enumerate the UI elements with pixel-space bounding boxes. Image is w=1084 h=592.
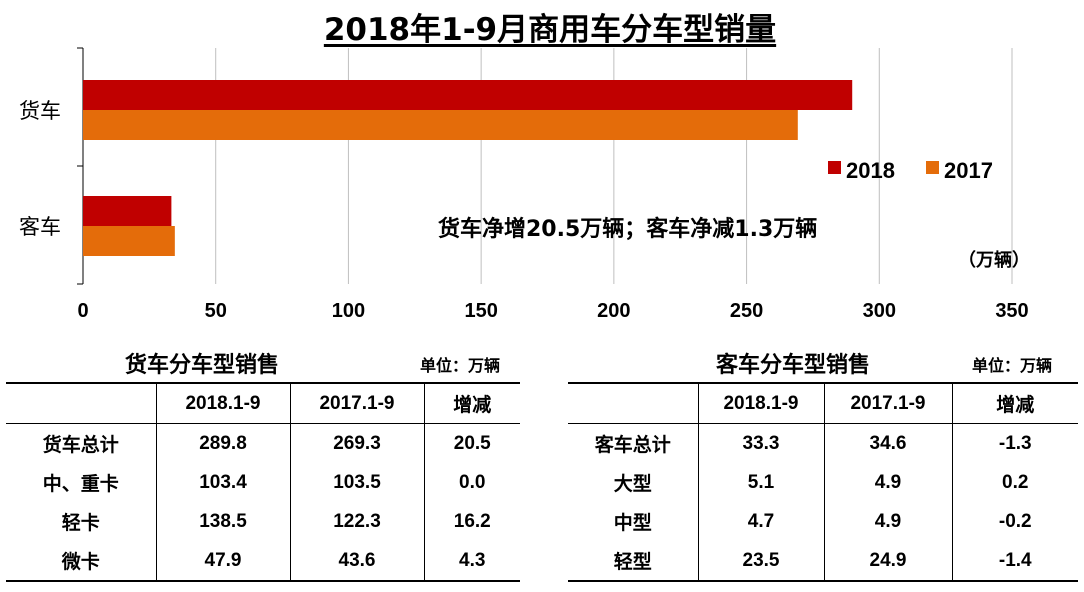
bus-table-row-label: 客车总计 bbox=[594, 434, 671, 456]
truck-table-cell: 4.3 bbox=[423, 541, 520, 582]
bus-table-row: 客车总计 33.3 34.6 -1.3 bbox=[568, 423, 1078, 463]
truck-table-row-label: 轻卡 bbox=[61, 512, 100, 534]
bus-table-cell: 23.5 bbox=[697, 541, 824, 582]
x-tick-label: 50 bbox=[205, 300, 227, 322]
bus-table-row: 中型 4.7 4.9 -0.2 bbox=[568, 502, 1078, 541]
chart-annotation: 货车净增20.5万辆；客车净减1.3万辆 bbox=[438, 216, 817, 242]
truck-table-cell: 138.5 bbox=[155, 502, 290, 541]
truck-table-row-label: 微卡 bbox=[6, 541, 156, 582]
bus-table-header-2: 2017.1-9 bbox=[823, 382, 952, 424]
truck-table-cell: 289.8 bbox=[155, 423, 290, 463]
truck-table-header-1: 2018.1-9 bbox=[155, 382, 290, 424]
bus-table-cell: -1.3 bbox=[951, 423, 1078, 463]
legend-label-2018: 2018 bbox=[846, 158, 895, 183]
bus-table-row-label: 轻型 bbox=[568, 541, 698, 582]
bar-2018-1 bbox=[83, 196, 172, 226]
bus-table-cell: 4.9 bbox=[823, 502, 952, 541]
x-tick-label: 150 bbox=[464, 300, 497, 322]
truck-table-cell: 269.3 bbox=[289, 423, 424, 463]
truck-table-cell: 16.2 bbox=[423, 502, 520, 541]
truck-table-row-label: 中、重卡 bbox=[42, 473, 119, 495]
bus-table-unit: 单位：万辆 bbox=[972, 356, 1053, 375]
truck-table-row: 微卡 47.9 43.6 4.3 bbox=[6, 541, 520, 582]
truck-table-cell: 103.5 bbox=[289, 463, 424, 502]
x-tick-label: 350 bbox=[995, 300, 1028, 322]
bus-table-cell: 0.2 bbox=[951, 463, 1078, 502]
bus-table-cell: 5.1 bbox=[697, 463, 824, 502]
truck-table-unit: 单位：万辆 bbox=[420, 356, 501, 375]
bus-table-row: 轻型 23.5 24.9 -1.4 bbox=[568, 541, 1078, 582]
bus-table-header-row: 2018.1-9 2017.1-9 增减 bbox=[568, 382, 1078, 424]
truck-table-header-row: 2018.1-9 2017.1-9 增减 bbox=[6, 382, 520, 424]
bus-table-cell: 4.7 bbox=[697, 502, 824, 541]
truck-table-row: 货车总计 289.8 269.3 20.5 bbox=[6, 423, 520, 463]
unit-label: （万辆） bbox=[958, 249, 1030, 271]
x-tick-label: 200 bbox=[597, 300, 630, 322]
legend-swatch-2018 bbox=[828, 161, 841, 174]
truck-table-header-3: 增减 bbox=[423, 382, 520, 424]
truck-table-cell: 103.4 bbox=[155, 463, 290, 502]
truck-table-row-label: 货车总计 bbox=[42, 434, 119, 456]
legend-label-2017: 2017 bbox=[944, 158, 993, 183]
bus-table-title: 客车分车型销售 bbox=[716, 353, 871, 378]
bar-2018-0 bbox=[83, 80, 853, 110]
x-tick-label: 250 bbox=[730, 300, 763, 322]
bus-table-cell: -1.4 bbox=[951, 541, 1078, 582]
truck-table-cell: 122.3 bbox=[289, 502, 424, 541]
bar-2017-1 bbox=[83, 226, 175, 256]
truck-table-cell: 43.6 bbox=[289, 541, 424, 582]
truck-table-header-2: 2017.1-9 bbox=[289, 382, 424, 424]
truck-table-cell: 0.0 bbox=[423, 463, 520, 502]
x-tick-label: 100 bbox=[332, 300, 365, 322]
x-tick-label: 300 bbox=[863, 300, 896, 322]
bus-table-cell: -0.2 bbox=[951, 502, 1078, 541]
truck-table-cell: 47.9 bbox=[155, 541, 290, 582]
bus-table-cell: 4.9 bbox=[823, 463, 952, 502]
bus-table-cell: 34.6 bbox=[823, 423, 952, 463]
truck-table-cell: 20.5 bbox=[423, 423, 520, 463]
truck-table: 2018.1-9 2017.1-9 增减 货车总计 289.8 269.3 20.5 中、重… bbox=[6, 382, 520, 582]
chart-title: 2018年1-9月商用车分车型销量 bbox=[323, 12, 777, 48]
truck-table-row: 中、重卡 103.4 103.5 0.0 bbox=[6, 463, 520, 502]
category-label: 客车 bbox=[19, 215, 61, 239]
legend-swatch-2017 bbox=[926, 161, 939, 174]
x-tick-label: 0 bbox=[77, 300, 88, 322]
bus-table-header-1: 2018.1-9 bbox=[697, 382, 824, 424]
truck-table-title: 货车分车型销售 bbox=[125, 353, 280, 378]
bus-table-cell: 33.3 bbox=[697, 423, 824, 463]
bus-table-cell: 24.9 bbox=[823, 541, 952, 582]
bus-table-row-label: 中型 bbox=[613, 512, 652, 534]
bus-table-row-label: 大型 bbox=[613, 473, 652, 495]
bus-table-header-0 bbox=[568, 382, 698, 424]
bar-2017-0 bbox=[83, 110, 798, 140]
bus-table-row: 大型 5.1 4.9 0.2 bbox=[568, 463, 1078, 502]
bus-table: 2018.1-9 2017.1-9 增减 客车总计 33.3 34.6 -1.3 大型 5.1… bbox=[568, 382, 1078, 582]
bus-table-header-3: 增减 bbox=[951, 382, 1078, 424]
category-label: 货车 bbox=[19, 99, 61, 123]
truck-table-header-0 bbox=[6, 382, 156, 424]
truck-table-row: 轻卡 138.5 122.3 16.2 bbox=[6, 502, 520, 541]
